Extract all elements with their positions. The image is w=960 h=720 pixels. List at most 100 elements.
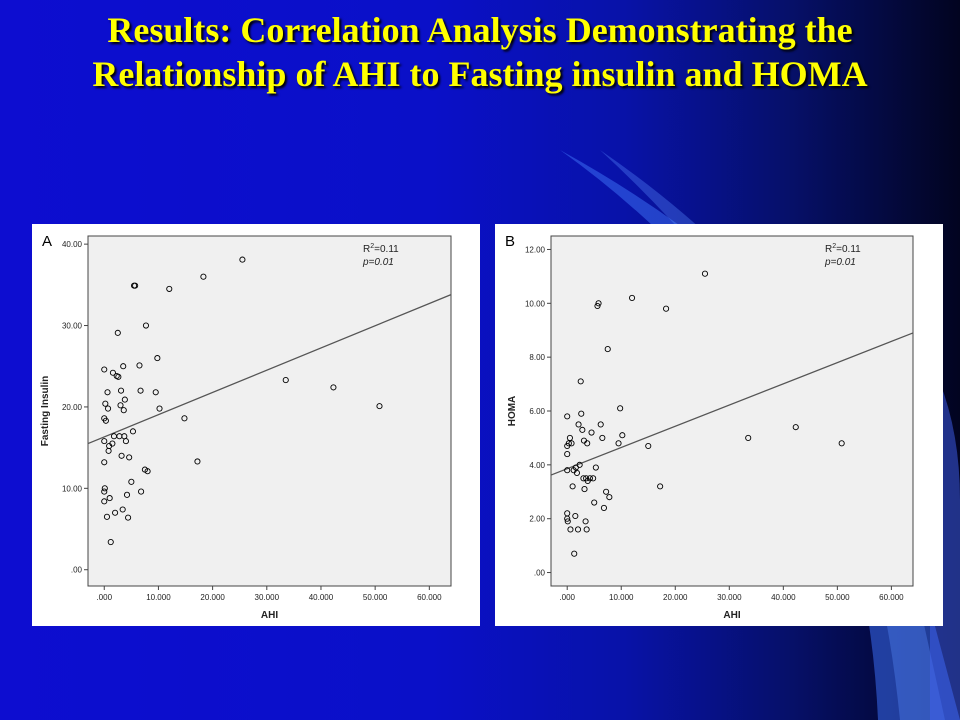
chart-b-p-value: p=0.01 (824, 257, 856, 268)
chart-b-data-point (582, 518, 589, 525)
chart-b-data-point (576, 461, 583, 468)
chart-b-data-point (579, 426, 586, 433)
chart-a-x-axis-label: AHI (261, 610, 278, 621)
chart-a-y-axis-label: Fasting Insulin (40, 376, 51, 447)
chart-a-data-point (239, 256, 246, 263)
chart-a-plot-area (87, 235, 452, 587)
chart-a-data-point (120, 363, 127, 370)
chart-a-data-point (101, 459, 108, 466)
chart-a-data-point (112, 509, 119, 516)
chart-a-x-tick-label: 50.000 (363, 593, 388, 602)
chart-b-y-tick-label: 4.00 (529, 461, 545, 470)
chart-b-r-squared: R2=0.11 (825, 243, 861, 255)
chart-b-data-point (586, 475, 593, 482)
slide-title: Results: Correlation Analysis Demonstrat… (92, 10, 868, 94)
chart-a-x-tick-label: 10.000 (146, 593, 171, 602)
chart-a-data-point (132, 282, 139, 289)
chart-b-data-point (645, 442, 652, 450)
chart-a-data-point (126, 454, 133, 461)
chart-b-data-point (628, 294, 636, 301)
chart-a-data-point (181, 415, 188, 422)
chart-a-data-point (136, 362, 143, 369)
chart-b-data-point (581, 486, 588, 493)
chart-a-y-tick-label: 10.00 (62, 484, 83, 493)
chart-a-y-tick-label: .00 (71, 566, 83, 575)
chart-a-data-point (107, 538, 114, 546)
chart-a-p-value: p=0.01 (362, 257, 394, 268)
chart-a-data-point (200, 273, 207, 280)
chart-b-y-tick-label: .00 (534, 569, 546, 578)
chart-b-data-point (745, 434, 752, 441)
chart-b-data-point (567, 526, 574, 533)
chart-a-panel-label: A (42, 233, 52, 250)
chart-b-data-point (606, 494, 613, 501)
chart-a-data-point (156, 405, 163, 412)
chart-a-x-tick-label: 20.000 (200, 593, 225, 602)
chart-a-data-point (117, 387, 125, 394)
chart-a-data-point (152, 389, 159, 396)
chart-a-data-point (109, 440, 116, 447)
chart-a-data-point (142, 322, 150, 329)
chart-b-y-tick-label: 12.00 (525, 245, 546, 254)
chart-b-data-point (573, 469, 580, 476)
chart-b-data-point (564, 467, 571, 474)
chart-a-data-point (115, 373, 122, 380)
chart-a-data-point (106, 495, 113, 502)
chart-a-data-point (166, 285, 173, 292)
chart-a-x-tick-label: .000 (96, 593, 112, 602)
chart-b-data-point (603, 488, 610, 495)
chart-panel-b: B .00 2.00 4.00 6.00 8.00 10.00 12.00 .000 10.000… (495, 224, 943, 626)
chart-b-data-point (575, 421, 582, 428)
chart-b-plot-area (550, 235, 914, 587)
chart-a-data-point (122, 438, 129, 445)
chart-b-y-tick-label: 2.00 (529, 515, 545, 524)
chart-a-data-point (120, 407, 127, 414)
chart-b-data-point (591, 499, 598, 506)
chart-a-fit-line (87, 294, 452, 445)
chart-b-data-point (569, 483, 576, 490)
chart-b-data-point (572, 512, 579, 520)
chart-b-data-point (588, 429, 595, 436)
chart-b-y-tick-label: 6.00 (529, 407, 545, 416)
chart-a-data-point (101, 438, 108, 445)
chart-a-data-point (101, 498, 108, 505)
chart-b-data-point (615, 440, 622, 447)
chart-b-data-point (617, 405, 624, 412)
chart-a-data-point (101, 488, 108, 495)
chart-a-y-tick-label: 20.00 (62, 403, 83, 412)
chart-b-x-tick-label: 20.000 (663, 593, 688, 602)
chart-a-data-point (123, 491, 131, 498)
chart-a-x-tick-label: 30.000 (255, 593, 280, 602)
chart-b-x-tick-label: .000 (559, 593, 575, 602)
chart-b-panel-label: B (505, 233, 515, 250)
chart-b-data-point (580, 475, 587, 482)
chart-b-data-point (568, 440, 575, 447)
chart-b-data-point (838, 440, 845, 447)
chart-a-data-point (137, 387, 144, 394)
chart-a-data-point (104, 389, 111, 396)
chart-b-data-point (564, 451, 571, 458)
chart-a-data-point (114, 329, 121, 336)
chart-a-data-point (282, 377, 289, 384)
chart-a-x-tick-label: 40.000 (309, 593, 334, 602)
chart-b-data-point (578, 410, 585, 417)
chart-a-data-point (103, 513, 111, 520)
chart-b-data-point (592, 464, 599, 471)
chart-b-data-point (792, 424, 799, 431)
chart-a-data-point (121, 396, 128, 403)
scatter-chart-b: B .00 2.00 4.00 6.00 8.00 10.00 12.00 .000 10.000… (505, 233, 914, 621)
chart-a-data-point (330, 384, 337, 391)
chart-a-r-squared: R2=0.11 (363, 243, 399, 255)
chart-b-data-point (619, 432, 626, 439)
chart-b-fit-line (550, 332, 914, 476)
chart-b-data-point (657, 483, 664, 490)
chart-b-data-point (590, 475, 597, 482)
chart-a-data-point (194, 458, 201, 465)
chart-b-y-tick-label: 10.00 (525, 299, 546, 308)
chart-a-x-tick-label: 60.000 (417, 593, 442, 602)
chart-b-data-point (663, 305, 670, 312)
chart-a-data-point (104, 405, 112, 412)
chart-b-data-point (577, 378, 584, 385)
chart-b-data-point (604, 346, 611, 353)
chart-b-data-point (583, 526, 590, 533)
